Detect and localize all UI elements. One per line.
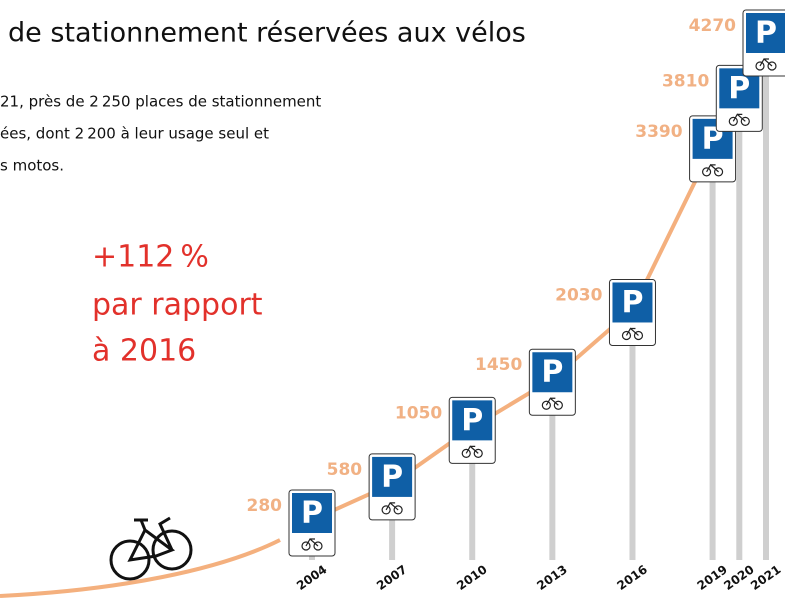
sign-panel xyxy=(292,493,332,533)
value-label: 580 xyxy=(327,460,363,480)
parking-sign: P xyxy=(689,115,737,183)
parking-sign: P xyxy=(608,278,656,346)
sign-panel xyxy=(612,282,653,323)
wheel xyxy=(728,116,738,126)
sign-bike xyxy=(381,501,403,515)
value-label: 1050 xyxy=(395,403,442,423)
pole xyxy=(763,70,769,560)
x-tick-label: 2013 xyxy=(534,562,569,593)
pole xyxy=(549,409,556,560)
bicycle-icon xyxy=(109,516,193,581)
curve xyxy=(311,39,768,522)
frame xyxy=(305,538,319,547)
value-label: 4270 xyxy=(689,16,736,36)
sign-bike xyxy=(461,445,483,458)
value-label: 3390 xyxy=(635,122,682,142)
annotation: par rapport xyxy=(92,288,263,323)
sign-letter: P xyxy=(621,285,643,320)
value-label: 3810 xyxy=(662,71,709,91)
wheel xyxy=(461,448,471,458)
sign-panel xyxy=(452,400,493,441)
parking-sign: P xyxy=(448,396,496,464)
wheel xyxy=(621,330,632,341)
wheel xyxy=(381,505,391,515)
sign-letter: P xyxy=(728,71,750,106)
frame xyxy=(625,327,639,336)
pole xyxy=(736,125,743,560)
value-label: 2030 xyxy=(555,285,602,305)
sign-bike xyxy=(728,113,750,126)
sign-letter: P xyxy=(381,459,403,494)
sign-panel xyxy=(746,13,785,53)
wheel xyxy=(553,400,563,410)
x-tick-label: 2020 xyxy=(721,562,756,593)
sign-letter: P xyxy=(755,16,777,51)
curve-tail xyxy=(0,538,281,598)
annotation: +112 % xyxy=(92,240,209,275)
x-tick-label: 2016 xyxy=(614,562,649,593)
sign-bike xyxy=(755,58,777,71)
pole xyxy=(469,457,476,560)
x-tick-label: 2007 xyxy=(374,562,409,593)
value-label: 280 xyxy=(247,496,283,516)
sign-bike xyxy=(701,163,724,177)
x-tick-label: 2010 xyxy=(454,562,489,593)
sign-letter: P xyxy=(541,355,563,390)
subtitle: ées, dont 2 200 à leur usage seul et xyxy=(0,125,269,143)
frame xyxy=(385,501,399,511)
wheel xyxy=(473,448,483,458)
chart-title: de stationnement réservées aux vélos xyxy=(8,18,526,49)
sign-bike xyxy=(301,538,323,551)
subtitle: 21, près de 2 250 places de stationnemen… xyxy=(0,93,321,111)
wheel xyxy=(713,167,724,177)
parking-sign: P xyxy=(288,489,336,557)
subtitle: s motos. xyxy=(0,157,64,175)
sign-letter: P xyxy=(301,496,323,531)
wheel xyxy=(755,61,765,71)
parking-sign: P xyxy=(715,64,763,132)
parking-sign: P xyxy=(368,453,416,521)
sign-panel xyxy=(372,456,413,497)
frame xyxy=(732,113,746,122)
pole xyxy=(389,513,396,560)
sign-bike xyxy=(621,327,644,341)
value-label: 1450 xyxy=(475,355,522,375)
wheel xyxy=(633,330,644,341)
wheel xyxy=(701,167,712,177)
parking-sign: P xyxy=(742,9,785,77)
wheel xyxy=(767,61,777,71)
frame xyxy=(759,58,773,67)
wheel xyxy=(301,541,311,551)
x-tick-label: 2004 xyxy=(294,562,329,593)
frame xyxy=(465,445,479,454)
sign-panel xyxy=(532,352,573,393)
sign-bike xyxy=(541,397,563,410)
sign-letter: P xyxy=(461,403,483,438)
x-tick-label: 2021 xyxy=(748,562,783,593)
wheel xyxy=(313,541,323,551)
frame xyxy=(706,163,719,173)
pole xyxy=(629,339,636,560)
pole xyxy=(709,175,716,560)
x-tick-label: 2019 xyxy=(695,562,730,593)
wheel xyxy=(393,505,403,515)
wheel xyxy=(740,116,750,126)
parking-sign: P xyxy=(528,348,576,416)
annotation: à 2016 xyxy=(92,334,196,369)
wheel xyxy=(541,400,551,410)
frame xyxy=(545,397,559,406)
